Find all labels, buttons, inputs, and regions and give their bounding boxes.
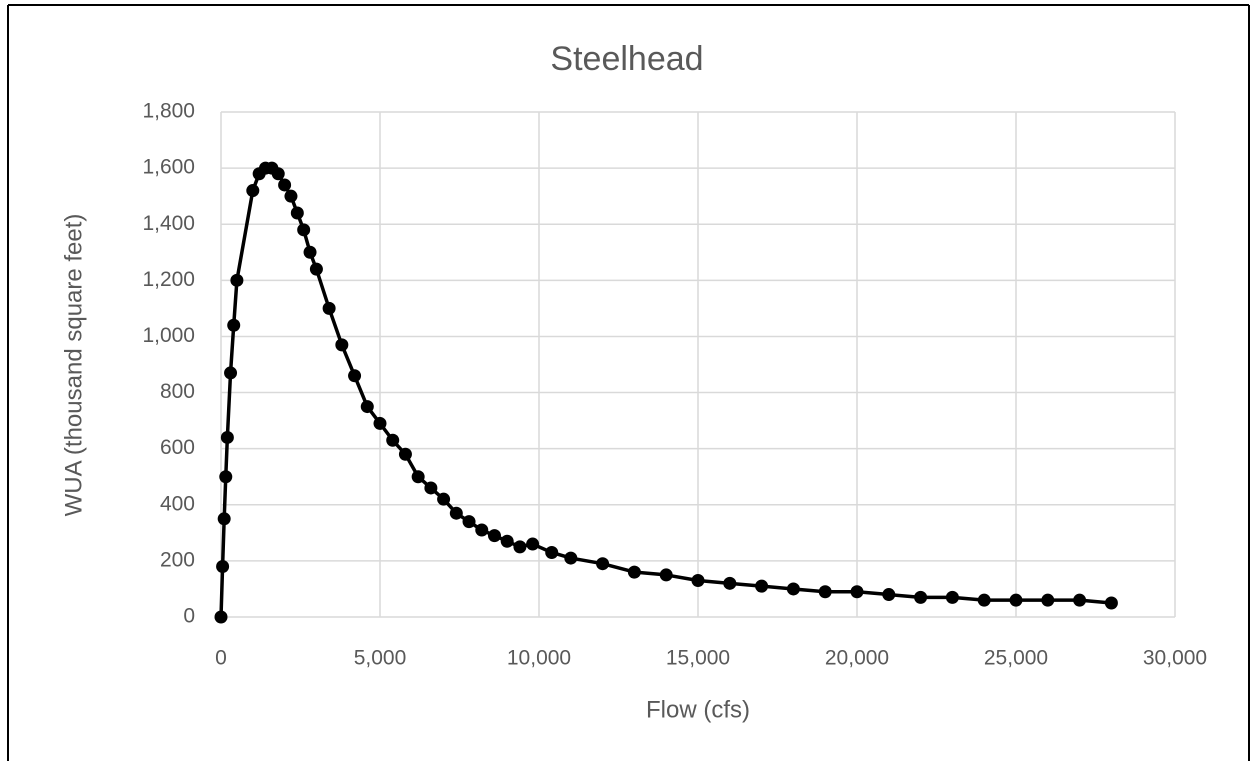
data-point — [437, 492, 451, 506]
data-point — [475, 523, 489, 537]
x-tick-label: 20,000 — [825, 647, 889, 670]
y-tick-label: 200 — [160, 548, 195, 571]
data-point — [723, 576, 737, 590]
data-point — [224, 366, 238, 380]
data-point — [487, 529, 501, 543]
data-point — [246, 184, 260, 198]
y-tick-label: 1,000 — [142, 324, 195, 347]
data-point — [360, 400, 374, 414]
data-point — [818, 585, 832, 599]
data-point — [398, 447, 412, 461]
data-point — [564, 551, 578, 565]
data-point — [462, 515, 476, 529]
data-point — [227, 318, 241, 332]
data-point — [214, 610, 228, 624]
data-point — [297, 223, 311, 237]
data-point — [914, 590, 928, 604]
x-tick-label: 0 — [215, 647, 227, 670]
data-point — [596, 557, 610, 571]
data-point — [850, 585, 864, 599]
x-tick-label: 15,000 — [666, 647, 730, 670]
data-point — [755, 579, 769, 593]
data-point — [627, 565, 641, 579]
x-axis-title: Flow (cfs) — [646, 696, 750, 723]
data-point — [1073, 593, 1087, 607]
data-point — [309, 262, 323, 276]
data-point — [545, 545, 559, 559]
y-axis-title: WUA (thousand square feet) — [60, 214, 87, 517]
data-point — [303, 245, 317, 259]
data-point — [513, 540, 527, 554]
data-point — [449, 506, 463, 520]
data-point — [526, 537, 540, 551]
data-point — [424, 481, 438, 495]
y-tick-label: 1,600 — [142, 156, 195, 179]
data-point — [271, 167, 285, 181]
data-point — [1104, 596, 1118, 610]
data-point — [386, 433, 400, 447]
data-point — [1009, 593, 1023, 607]
data-point — [500, 534, 514, 548]
data-point — [691, 574, 705, 588]
data-point — [216, 560, 230, 573]
data-point — [278, 178, 292, 192]
x-tick-label: 30,000 — [1143, 647, 1207, 670]
y-tick-label: 1,200 — [142, 268, 195, 291]
data-point — [977, 593, 991, 607]
y-tick-label: 1,400 — [142, 212, 195, 235]
data-point — [322, 301, 336, 315]
chart-title: Steelhead — [550, 40, 703, 78]
data-point — [348, 369, 362, 383]
data-point — [220, 430, 234, 444]
data-point — [659, 568, 673, 582]
data-point — [882, 588, 896, 602]
data-point — [335, 338, 349, 352]
y-tick-label: 0 — [183, 605, 195, 628]
x-tick-label: 25,000 — [984, 647, 1048, 670]
y-tick-label: 400 — [160, 492, 195, 515]
y-tick-label: 1,800 — [142, 100, 195, 123]
data-point — [230, 273, 244, 287]
x-tick-label: 5,000 — [354, 647, 407, 670]
y-tick-label: 800 — [160, 380, 195, 403]
data-point — [284, 189, 298, 203]
data-point — [945, 590, 959, 604]
x-tick-label: 10,000 — [507, 647, 571, 670]
data-point — [1041, 593, 1055, 607]
data-point — [217, 512, 231, 526]
data-point — [219, 470, 233, 484]
data-point — [786, 582, 800, 596]
data-point — [290, 206, 304, 220]
data-point — [411, 470, 425, 484]
data-point — [373, 416, 387, 430]
y-tick-label: 600 — [160, 436, 195, 459]
